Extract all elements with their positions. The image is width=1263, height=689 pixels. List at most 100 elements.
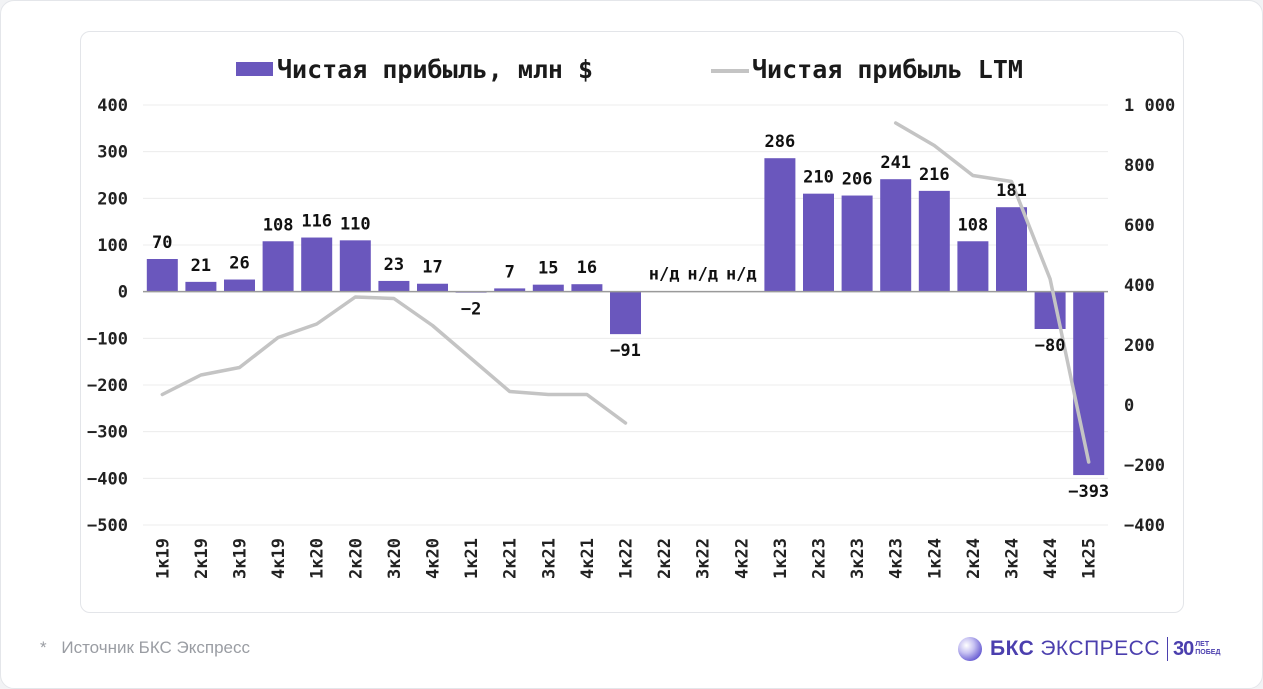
left-tick-label: 0 bbox=[118, 283, 128, 303]
footnote-star: * bbox=[40, 638, 47, 657]
source-footnote: * Источник БКС Экспресс bbox=[40, 638, 250, 658]
left-tick-label: 300 bbox=[97, 143, 128, 163]
x-tick-label: 1к21 bbox=[462, 538, 482, 579]
bar-value-label: 17 bbox=[422, 258, 442, 278]
left-tick-label: 200 bbox=[97, 189, 128, 209]
x-tick-label: 2к20 bbox=[346, 538, 366, 579]
bar bbox=[146, 259, 178, 292]
bar-value-label: 108 bbox=[958, 215, 989, 235]
bar bbox=[571, 284, 603, 292]
bar bbox=[262, 241, 294, 292]
left-axis: 400 300 200 100 0 −100 −200 −300 −400 −500 bbox=[87, 96, 128, 536]
right-tick-label: 0 bbox=[1124, 396, 1134, 416]
bar-value-label: 216 bbox=[919, 165, 950, 185]
x-tick-label: 3к19 bbox=[231, 538, 251, 579]
right-tick-label: 400 bbox=[1124, 276, 1155, 296]
bar bbox=[339, 240, 371, 292]
left-tick-label: −100 bbox=[87, 329, 128, 349]
bar-value-label: 26 bbox=[229, 254, 249, 274]
x-tick-label: 1к20 bbox=[308, 538, 328, 579]
x-tick-label: 4к19 bbox=[269, 538, 289, 579]
bar-value-label: 206 bbox=[842, 170, 873, 190]
bar-value-label: 70 bbox=[152, 233, 172, 253]
bar bbox=[803, 193, 834, 292]
bar-value-label: −91 bbox=[610, 341, 641, 361]
left-tick-label: −400 bbox=[87, 469, 128, 489]
bar-value-label: 110 bbox=[340, 214, 371, 234]
bar bbox=[224, 279, 255, 292]
x-tick-label: 2к21 bbox=[501, 538, 521, 579]
bar bbox=[764, 158, 796, 292]
legend-line-label: Чистая прибыль LTM bbox=[752, 55, 1023, 84]
brand-separator bbox=[1167, 637, 1169, 661]
bar-value-label: 286 bbox=[765, 132, 796, 152]
x-tick-label: 4к23 bbox=[887, 538, 907, 579]
bar bbox=[610, 291, 641, 335]
brand-years-bottom: ПОБЕД bbox=[1195, 649, 1221, 656]
bar bbox=[841, 195, 873, 292]
bar-value-label: н/д bbox=[649, 265, 680, 285]
bar-value-label: 16 bbox=[577, 258, 597, 278]
bar-value-label: 108 bbox=[263, 215, 294, 235]
right-axis: 1 000 800 600 400 200 0 −200 −400 bbox=[1124, 96, 1175, 536]
bar-value-label: 116 bbox=[301, 212, 332, 232]
right-tick-label: 600 bbox=[1124, 216, 1155, 236]
bar-value-label: 21 bbox=[191, 256, 211, 276]
x-tick-label: 1к23 bbox=[771, 538, 791, 579]
brand-years-top: ЛЕТ bbox=[1195, 641, 1210, 648]
x-tick-label: 4к21 bbox=[578, 538, 598, 579]
x-tick-label: 4к20 bbox=[424, 538, 444, 579]
bar bbox=[378, 280, 410, 292]
x-tick-label: 4к24 bbox=[1041, 538, 1061, 579]
bar bbox=[880, 179, 912, 292]
x-tick-label: 1к19 bbox=[153, 538, 173, 579]
bar bbox=[957, 241, 989, 292]
x-tick-label: 3к22 bbox=[694, 538, 714, 579]
bar-value-label: 181 bbox=[996, 181, 1027, 201]
left-tick-label: −500 bbox=[87, 516, 128, 536]
x-tick-label: 1к24 bbox=[925, 538, 945, 579]
right-tick-label: 200 bbox=[1124, 336, 1155, 356]
bar-value-label: −393 bbox=[1068, 482, 1109, 502]
legend: Чистая прибыль, млн $ Чистая прибыль LTM bbox=[236, 55, 1023, 84]
x-tick-label: 2к22 bbox=[655, 538, 675, 579]
brand-years: 30 bbox=[1173, 637, 1194, 660]
right-tick-label: 800 bbox=[1124, 156, 1155, 176]
left-tick-label: 100 bbox=[97, 236, 128, 256]
bar bbox=[996, 207, 1027, 292]
data-labels: 70 21 26 108 116 110 23 17 −2 7 15 16 −91 н/д н/д н/д 28… bbox=[152, 132, 1109, 502]
bar-series bbox=[146, 158, 1105, 476]
left-tick-label: −300 bbox=[87, 423, 128, 443]
left-tick-label: −200 bbox=[87, 376, 128, 396]
x-tick-label: 1к22 bbox=[617, 538, 637, 579]
bar-value-label: −80 bbox=[1035, 336, 1066, 356]
bar-value-label: 210 bbox=[803, 168, 834, 188]
bar-value-label: 7 bbox=[505, 262, 515, 282]
right-tick-label: −200 bbox=[1124, 456, 1165, 476]
left-tick-label: 400 bbox=[97, 96, 128, 116]
x-tick-label: 1к25 bbox=[1080, 538, 1100, 579]
bar bbox=[185, 281, 217, 292]
bar bbox=[417, 283, 448, 292]
bar bbox=[918, 190, 950, 292]
x-tick-label: 2к19 bbox=[192, 538, 212, 579]
source-text: Источник БКС Экспресс bbox=[61, 638, 250, 657]
bar-value-label: 241 bbox=[880, 153, 911, 173]
bar bbox=[301, 237, 333, 292]
x-tick-label: 3к24 bbox=[1003, 538, 1023, 579]
bar bbox=[532, 284, 564, 292]
right-tick-label: 1 000 bbox=[1124, 96, 1175, 116]
bar-value-label: н/д bbox=[687, 265, 718, 285]
bar-value-label: н/д bbox=[726, 265, 757, 285]
legend-bar-swatch bbox=[236, 62, 273, 76]
line-series bbox=[160, 121, 1091, 464]
bar bbox=[494, 288, 526, 292]
brand-logo: БКС ЭКСПРЕСС 30 ЛЕТ ПОБЕД bbox=[958, 634, 1220, 664]
legend-bar-label: Чистая прибыль, млн $ bbox=[277, 55, 593, 84]
bar-value-label: 15 bbox=[538, 259, 558, 279]
x-tick-label: 4к22 bbox=[732, 538, 752, 579]
x-tick-label: 3к23 bbox=[848, 538, 868, 579]
bar-value-label: 23 bbox=[384, 255, 404, 275]
ltm-line-segment bbox=[893, 121, 1091, 464]
